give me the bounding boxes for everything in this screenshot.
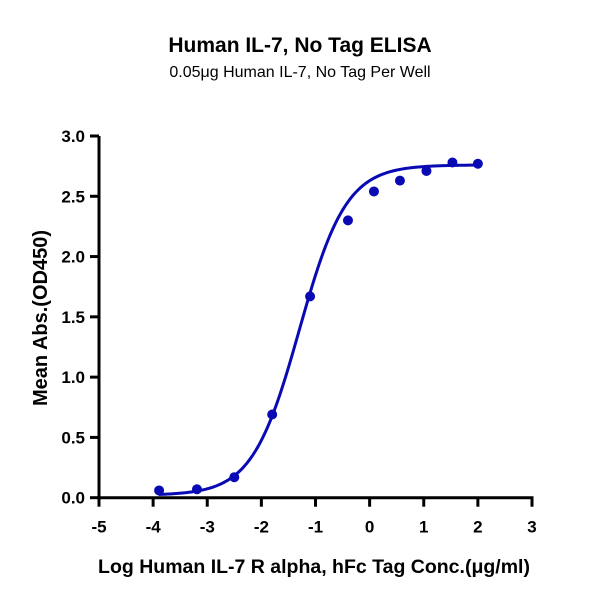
- fit-curve: [158, 163, 478, 496]
- y-tick-label: 2.5: [61, 187, 85, 206]
- chart-title: Human IL-7, No Tag ELISA: [168, 34, 431, 57]
- x-tick-label: 3: [527, 518, 536, 537]
- y-axis-label: Mean Abs.(OD450): [30, 230, 52, 406]
- x-tick-label: 1: [419, 518, 428, 537]
- data-point: [368, 186, 379, 197]
- x-tick-label: -5: [91, 518, 106, 537]
- data-point: [394, 175, 405, 186]
- x-tick-label: -2: [254, 518, 269, 537]
- x-tick-label: -3: [200, 518, 215, 537]
- x-tick-label: -1: [308, 518, 323, 537]
- x-tick-label: 2: [473, 518, 482, 537]
- x-axis-label: Log Human IL-7 R alpha, hFc Tag Conc.(μg…: [98, 556, 530, 578]
- y-tick-label: 3.0: [61, 127, 85, 146]
- y-tick-label: 1.5: [61, 308, 85, 327]
- data-point: [229, 472, 240, 483]
- data-point: [342, 215, 353, 226]
- y-tick-label: 0.5: [61, 428, 85, 447]
- x-tick-label: -4: [146, 518, 162, 537]
- data-point: [154, 485, 165, 496]
- x-tick-label: 0: [365, 518, 374, 537]
- data-point: [305, 291, 316, 302]
- data-point: [191, 484, 202, 495]
- data-points: [154, 157, 483, 496]
- y-tick-label: 1.0: [61, 368, 85, 387]
- axes: -5 -4 -3 -2 -1 0 1 2 3 0.0 0.5 1.0 1.5 2.0 2.5 3.0: [61, 127, 536, 537]
- y-tick-label: 2.0: [61, 248, 85, 267]
- data-point: [267, 409, 278, 420]
- data-point: [447, 157, 458, 168]
- y-tick-label: 0.0: [61, 489, 85, 508]
- data-point: [472, 158, 483, 169]
- data-point: [421, 165, 432, 176]
- chart-subtitle: 0.05μg Human IL-7, No Tag Per Well: [169, 64, 430, 81]
